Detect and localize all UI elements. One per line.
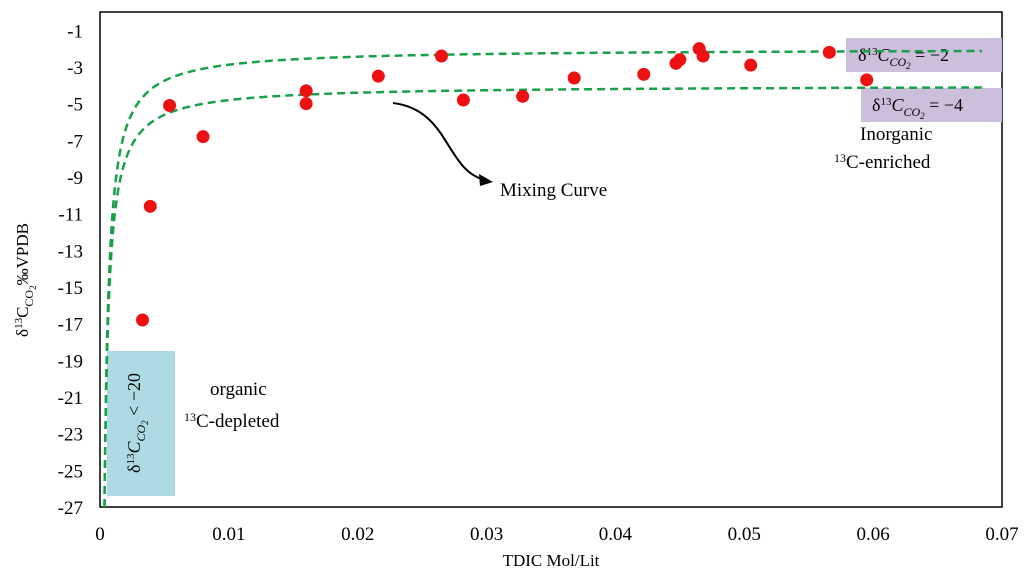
mixing-curve-arrow <box>392 102 486 181</box>
y-tick-label: -25 <box>58 461 83 482</box>
x-tick-label: 0 <box>95 524 105 545</box>
y-tick-labels: -1 -3 -5 -7 -9 -11 -13 -15 -17 -19 -21 -23 -25 -27 <box>58 21 83 519</box>
data-point <box>456 93 470 107</box>
plot-frame <box>99 11 1003 508</box>
data-point <box>299 84 313 98</box>
x-tick-labels: 0 0.01 0.02 0.03 0.04 0.05 0.06 0.07 <box>95 524 1018 545</box>
mixing-curve-label: Mixing Curve <box>500 180 607 201</box>
mixing-curve-2 <box>103 86 982 507</box>
y-tick-label: -17 <box>58 315 83 336</box>
y-tick-label: -19 <box>58 351 83 372</box>
x-tick-label: 0.05 <box>728 524 761 545</box>
annotation-box-minus-20 <box>107 351 175 496</box>
mixing-curves <box>103 49 982 507</box>
x-tick-label: 0.06 <box>857 524 890 545</box>
x-tick-label: 0.01 <box>212 524 245 545</box>
data-point <box>696 49 710 63</box>
inorganic-label: Inorganic <box>860 124 932 145</box>
inorganic-enriched-label: 13C-enriched <box>834 151 931 173</box>
y-tick-label: -13 <box>58 241 83 262</box>
data-point <box>371 69 385 83</box>
data-point <box>567 71 581 85</box>
arrowhead-icon <box>479 174 493 186</box>
y-axis-title: δ13CCO2‰VPDB <box>13 223 38 337</box>
y-tick-label: -1 <box>67 21 83 42</box>
mixing-curve-1 <box>103 49 982 507</box>
annotation-box-minus-2 <box>846 38 1002 72</box>
annotation-text-minus-20: δ13CCO2 < −20 <box>124 373 150 473</box>
x-tick-label: 0.02 <box>341 524 374 545</box>
y-tick-label: -11 <box>58 205 83 226</box>
data-point <box>299 97 313 111</box>
organic-label: organic <box>210 379 267 400</box>
data-point <box>637 67 651 81</box>
y-tick-label: -3 <box>67 58 83 79</box>
data-point <box>196 130 210 144</box>
x-tick-label: 0.03 <box>470 524 503 545</box>
x-axis-title: TDIC Mol/Lit <box>503 551 600 570</box>
organic-depleted-label: 13C-depleted <box>184 410 280 432</box>
y-tick-label: -27 <box>58 498 83 519</box>
data-point <box>434 49 448 63</box>
data-point <box>744 58 758 72</box>
annotation-text-minus-4: δ13CCO2 = −4 <box>872 95 963 121</box>
y-tick-label: -7 <box>67 131 83 152</box>
data-point <box>163 99 177 112</box>
data-points <box>136 42 874 327</box>
annotation-box-minus-4 <box>861 88 1002 122</box>
data-point <box>143 199 157 213</box>
y-tick-label: -15 <box>58 278 83 299</box>
data-point <box>516 89 530 103</box>
x-tick-label: 0.07 <box>985 524 1018 545</box>
y-tick-label: -5 <box>67 95 83 116</box>
y-tick-label: -23 <box>58 425 83 446</box>
data-point <box>860 73 874 87</box>
y-tick-label: -21 <box>58 388 83 409</box>
x-tick-label: 0.04 <box>599 524 633 545</box>
data-point <box>822 45 836 59</box>
data-point <box>673 53 687 67</box>
y-tick-label: -9 <box>67 168 83 189</box>
data-point <box>136 313 150 327</box>
